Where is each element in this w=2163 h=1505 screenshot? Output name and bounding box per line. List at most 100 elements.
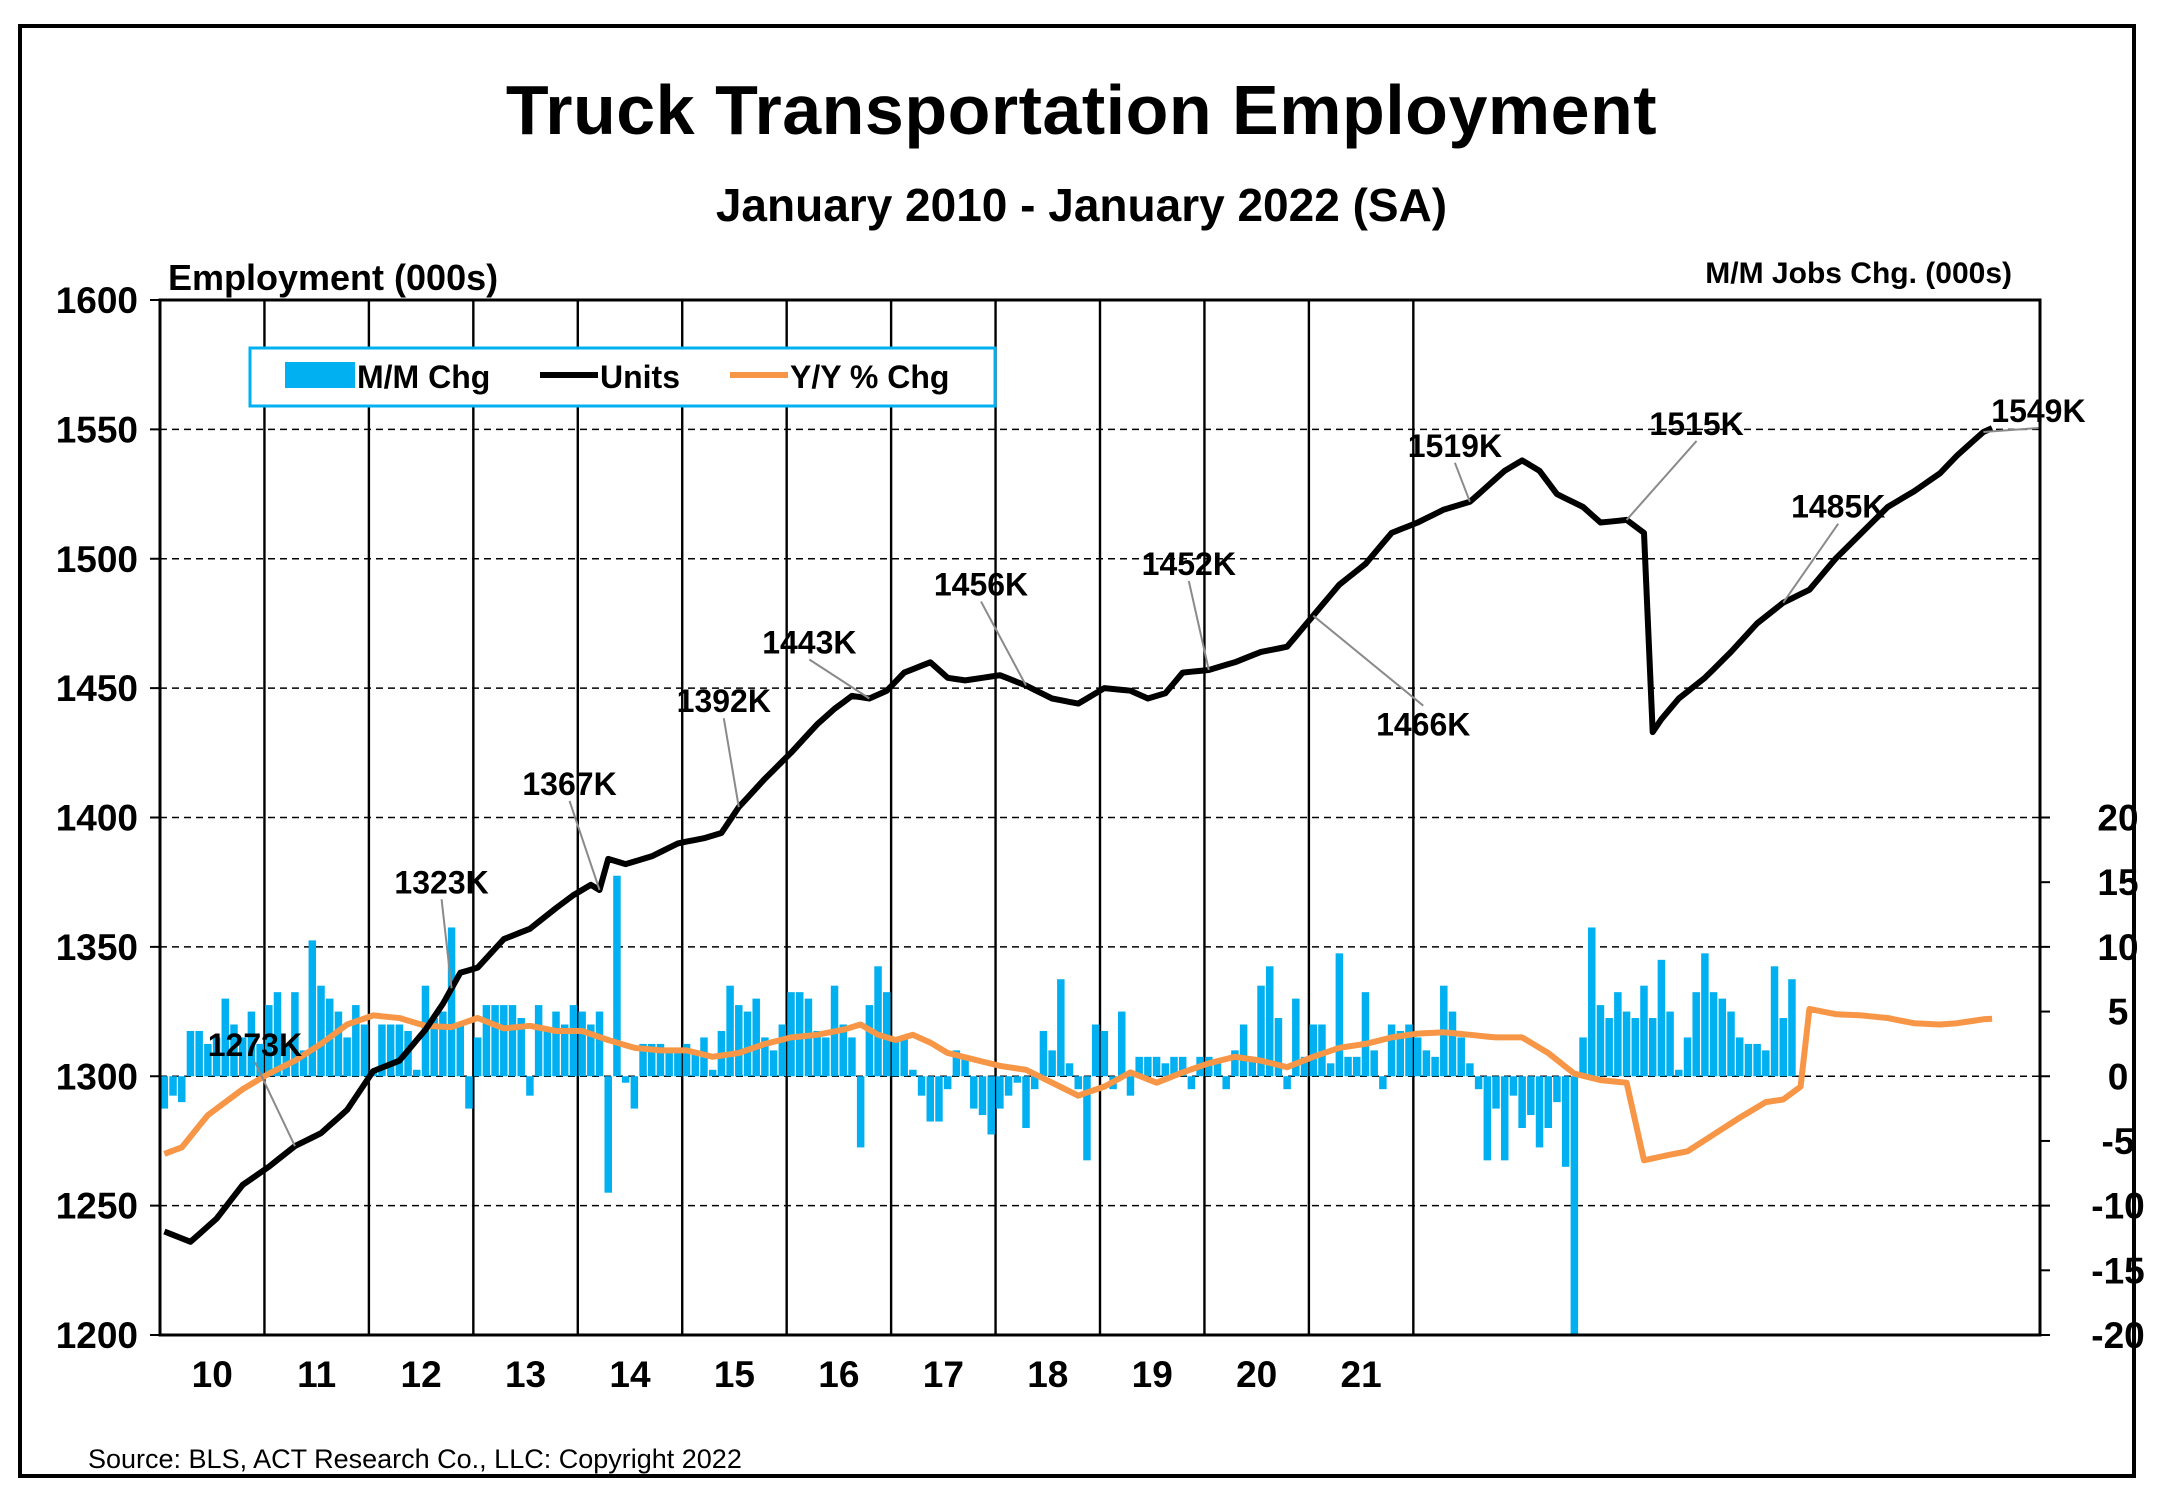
mm-bar [656, 1043, 665, 1077]
point-label-leader [254, 1061, 296, 1147]
mm-bar [1518, 1076, 1526, 1128]
yoy-change-line [163, 1006, 1993, 1164]
mm-bar [308, 940, 317, 1077]
mm-bar [1779, 1018, 1787, 1077]
y-right-tick-label: -5 [2102, 1121, 2135, 1162]
mm-bar [343, 1037, 351, 1077]
point-label-leader [808, 658, 870, 700]
mm-bar [587, 1024, 595, 1077]
mm-bar [1683, 1037, 1692, 1077]
mm-bar [604, 1076, 612, 1193]
mm-bar [265, 1005, 273, 1077]
point-label: 1485K [1791, 489, 1885, 525]
point-label-leader [440, 899, 453, 989]
mm-bar [1701, 953, 1709, 1077]
mm-bar [1048, 1050, 1056, 1077]
mm-bar [1309, 1024, 1317, 1077]
mm-bar [552, 1011, 560, 1077]
y-right-axis-label: M/M Jobs Chg. (000s) [1705, 257, 2012, 290]
mm-bar [230, 1024, 238, 1077]
mm-bar [1788, 979, 1796, 1077]
mm-bar [560, 1024, 569, 1077]
mm-bar [1239, 1024, 1248, 1077]
mm-bar [1405, 1024, 1413, 1077]
mm-bar [195, 1030, 203, 1077]
mm-bar [761, 1037, 769, 1077]
x-tick-label: 19 [1132, 1354, 1173, 1395]
mm-bar [1065, 1063, 1074, 1077]
mm-bar [1030, 1076, 1039, 1090]
x-tick-label: 21 [1341, 1354, 1382, 1395]
mm-bar [726, 985, 734, 1077]
mm-bar [708, 1069, 717, 1077]
mm-bar [613, 875, 621, 1077]
mm-bar [1361, 992, 1370, 1077]
mm-bar [1178, 1056, 1187, 1077]
mm-bar [1588, 927, 1596, 1077]
mm-bar [238, 1037, 247, 1077]
point-label: 1452K [1142, 546, 1236, 582]
mm-bar [865, 1005, 874, 1077]
mm-bar [299, 1050, 308, 1077]
mm-bar [1187, 1076, 1196, 1090]
point-label-leader [1187, 580, 1210, 671]
mm-bar [1727, 1011, 1735, 1077]
mm-bar [500, 1005, 508, 1077]
mm-bar [1483, 1076, 1492, 1161]
mm-bar [900, 1037, 908, 1077]
mm-bar [1570, 1076, 1579, 1335]
y-left-tick-label: 1550 [56, 409, 138, 450]
mm-bar [169, 1076, 177, 1096]
mm-bar [1553, 1076, 1561, 1103]
mm-bar [674, 1050, 682, 1077]
x-tick-label: 14 [609, 1354, 651, 1395]
y-left-tick-label: 1400 [56, 798, 138, 839]
y-left-tick-label: 1500 [56, 539, 138, 580]
y-right-tick-label: 10 [2097, 927, 2138, 968]
mm-bar [813, 1030, 821, 1077]
mm-bar [1144, 1056, 1152, 1077]
mm-bar [978, 1076, 987, 1116]
mm-bar [1735, 1037, 1744, 1077]
mm-bar [926, 1076, 935, 1122]
x-tick-label: 15 [714, 1354, 755, 1395]
mm-bar [822, 1037, 830, 1077]
point-label: 1367K [522, 766, 616, 802]
mm-bar [883, 992, 891, 1077]
mm-bar [430, 1018, 438, 1077]
mm-bar [987, 1076, 995, 1135]
mm-bar [360, 1024, 369, 1077]
mm-bar [1004, 1076, 1013, 1096]
legend-mm-swatch [285, 362, 355, 388]
mm-bar [1527, 1076, 1535, 1116]
mm-bar [1135, 1056, 1143, 1077]
mm-bar [1675, 1069, 1683, 1077]
mm-bar [465, 1076, 473, 1109]
point-label: 1549K [1991, 393, 2085, 429]
mm-bar [482, 1005, 491, 1077]
point-label-leader [1453, 462, 1471, 503]
y-right-tick-label: -20 [2091, 1315, 2144, 1356]
legend-box [248, 346, 997, 408]
mm-bar [386, 1024, 395, 1077]
legend-units-label: Units [600, 359, 680, 395]
mm-bar [1474, 1076, 1483, 1090]
point-label-leader [980, 601, 1027, 687]
mm-bar [1170, 1056, 1178, 1077]
mm-bar [1631, 1018, 1640, 1077]
mm-bar [1118, 1011, 1126, 1077]
mm-bar [317, 985, 325, 1077]
mm-bar [543, 1030, 552, 1077]
mm-bar [682, 1043, 691, 1077]
mm-bar [160, 1076, 169, 1109]
mm-bar [970, 1076, 978, 1109]
mm-bar [352, 1005, 360, 1077]
mm-bar [735, 1005, 743, 1077]
legend: M/M Chg Units Y/Y % Chg [248, 346, 997, 408]
mm-bar [508, 1005, 517, 1077]
mm-bar [1222, 1076, 1230, 1090]
mm-bar [630, 1076, 639, 1109]
point-label-leader [722, 717, 740, 808]
mm-bar [334, 1011, 343, 1077]
mm-bar [778, 1024, 787, 1077]
